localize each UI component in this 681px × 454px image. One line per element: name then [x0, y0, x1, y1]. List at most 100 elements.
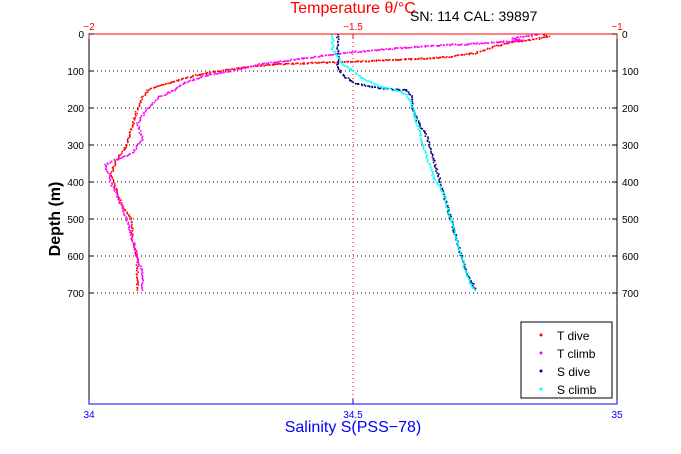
data-point — [201, 75, 204, 77]
data-point — [360, 51, 363, 53]
data-point — [115, 191, 117, 194]
data-point — [460, 43, 463, 46]
depth-tick-label-right: 200 — [622, 104, 639, 115]
data-point — [453, 226, 456, 229]
data-point — [133, 118, 136, 121]
data-point — [441, 188, 444, 191]
data-point — [391, 48, 394, 51]
data-point — [350, 69, 352, 71]
data-point — [401, 47, 403, 50]
data-point — [134, 113, 136, 115]
data-point — [337, 60, 340, 62]
data-point — [189, 79, 191, 82]
data-point — [407, 97, 410, 100]
data-point — [330, 54, 333, 56]
data-point — [411, 101, 414, 103]
data-point — [400, 58, 403, 61]
data-point — [117, 157, 120, 160]
data-point — [441, 56, 443, 58]
data-point — [150, 104, 152, 106]
data-point — [138, 142, 141, 145]
data-point — [226, 68, 228, 71]
data-point — [141, 268, 143, 270]
data-point — [220, 70, 222, 73]
data-point — [414, 116, 416, 118]
data-point — [115, 187, 118, 190]
data-point — [476, 51, 478, 53]
data-point — [454, 234, 456, 236]
data-point — [154, 99, 157, 102]
data-point — [491, 46, 494, 48]
data-point — [514, 38, 517, 41]
data-point — [162, 84, 165, 86]
data-point — [503, 43, 505, 45]
data-point — [191, 75, 194, 78]
data-point — [443, 198, 445, 201]
data-point — [108, 173, 111, 175]
series-t-dive — [109, 34, 551, 291]
data-point — [375, 59, 378, 62]
data-point — [344, 65, 347, 68]
data-point — [127, 227, 130, 229]
data-point — [433, 164, 436, 167]
data-point — [377, 59, 380, 61]
data-point — [409, 58, 411, 60]
data-point — [432, 171, 434, 173]
data-point — [177, 80, 180, 82]
data-point — [160, 84, 163, 86]
data-point — [223, 71, 225, 74]
data-point — [408, 93, 410, 95]
data-point — [461, 255, 464, 257]
data-point — [128, 132, 131, 134]
data-point — [447, 208, 449, 210]
data-point — [432, 177, 435, 180]
data-point — [279, 60, 282, 62]
data-point — [429, 163, 431, 166]
data-point — [517, 40, 519, 42]
data-point — [136, 122, 138, 124]
data-point — [394, 47, 396, 49]
data-point — [137, 282, 139, 284]
data-point — [271, 64, 274, 66]
legend-label-s-climb: S climb — [557, 383, 597, 397]
data-point — [112, 180, 115, 182]
data-point — [156, 85, 158, 88]
data-point — [338, 58, 340, 61]
data-point — [142, 279, 145, 282]
data-point — [405, 90, 408, 92]
data-point — [491, 47, 493, 49]
data-point — [365, 60, 367, 62]
data-point — [430, 45, 432, 47]
data-point — [387, 48, 390, 50]
data-point — [472, 53, 474, 55]
data-point — [134, 111, 137, 113]
data-point — [445, 201, 448, 203]
data-point — [132, 121, 134, 123]
data-point — [388, 59, 390, 61]
data-point — [176, 79, 178, 82]
data-point — [294, 58, 297, 61]
data-point — [465, 44, 468, 46]
data-point — [113, 188, 115, 190]
data-point — [499, 44, 501, 47]
data-point — [293, 63, 295, 66]
data-point — [432, 44, 435, 47]
data-point — [350, 67, 352, 70]
data-point — [118, 200, 121, 203]
data-point — [233, 69, 235, 72]
data-point — [144, 110, 147, 113]
data-point — [460, 253, 462, 256]
data-point — [146, 91, 149, 93]
data-point — [337, 68, 340, 71]
data-point — [399, 59, 401, 61]
data-point — [467, 275, 470, 278]
data-point — [448, 209, 450, 211]
data-point — [469, 43, 471, 45]
data-point — [116, 190, 118, 193]
data-point — [435, 167, 437, 170]
data-point — [434, 179, 437, 182]
data-point — [389, 48, 391, 51]
data-point — [393, 89, 395, 91]
data-point — [460, 256, 462, 259]
data-point — [416, 124, 418, 127]
